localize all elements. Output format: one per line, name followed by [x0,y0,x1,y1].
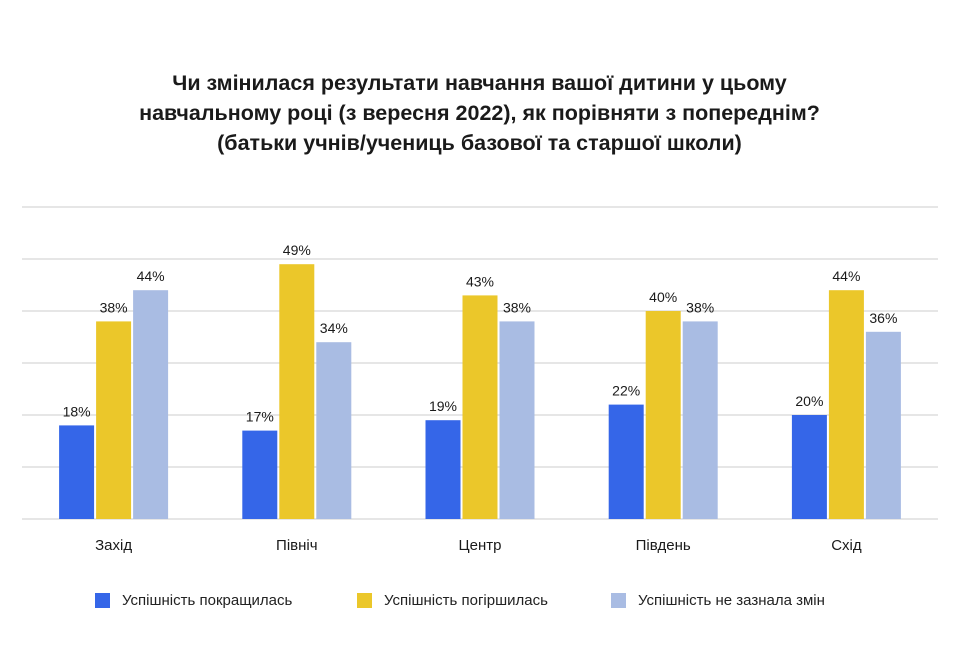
chart-title-line-2: навчальному році (з вересня 2022), як по… [139,101,820,125]
bar-worsened-1 [279,264,315,519]
category-labels: Захід Північ Центр Південь Схід [95,537,862,554]
value-label-worsened-3: 40% [649,289,677,305]
value-label-unchanged-3: 38% [686,299,714,315]
category-label-4: Схід [831,537,862,554]
legend-item-improved: Успішність покращилась [95,592,292,609]
bar-worsened-0 [96,321,132,519]
legend-item-unchanged: Успішність не зазнала змін [611,592,825,609]
category-label-1: Північ [276,537,318,554]
value-label-worsened-0: 38% [100,299,128,315]
value-label-worsened-4: 44% [832,268,860,284]
category-label-2: Центр [459,537,502,554]
chart-title-line-3: (батьки учнів/учениць базової та старшої… [217,131,742,155]
bar-unchanged-2 [499,321,535,519]
bar-unchanged-3 [682,321,718,519]
bars [59,264,901,519]
value-label-improved-4: 20% [795,393,823,409]
bar-unchanged-0 [133,290,169,519]
legend-label-improved: Успішність покращилась [122,592,293,609]
bar-unchanged-4 [865,331,901,519]
legend-swatch-worsened [357,593,372,608]
value-label-unchanged-1: 34% [320,320,348,336]
bar-improved-3 [608,404,644,519]
bar-worsened-4 [828,290,864,519]
chart-title-line-1: Чи змінилася результати навчання вашої д… [172,71,787,95]
value-label-unchanged-4: 36% [869,310,897,326]
legend: Успішність покращилась Успішність погірш… [0,592,959,616]
legend-swatch-unchanged [611,593,626,608]
bar-improved-4 [791,415,827,519]
value-label-unchanged-2: 38% [503,299,531,315]
legend-label-unchanged: Успішність не зазнала змін [638,592,825,609]
value-labels: 18% 38% 44% 17% 49% 34% 19% 43% 38% 22% 40% 38% 20% 4… [63,242,898,424]
value-label-improved-0: 18% [63,403,91,419]
legend-swatch-improved [95,593,110,608]
legend-label-worsened: Успішність погіршилась [384,592,548,609]
value-label-worsened-2: 43% [466,273,494,289]
bar-worsened-2 [462,295,498,519]
chart-title: Чи змінилася результати навчання вашої д… [0,68,959,158]
category-label-3: Південь [636,537,691,554]
bar-worsened-3 [645,311,681,519]
value-label-improved-3: 22% [612,383,640,399]
bar-improved-1 [242,430,278,519]
bar-unchanged-1 [316,342,352,519]
bar-improved-0 [59,425,95,519]
value-label-improved-1: 17% [246,409,274,425]
value-label-unchanged-0: 44% [137,268,165,284]
legend-item-worsened: Успішність погіршилась [357,592,548,609]
category-label-0: Захід [95,537,132,554]
value-label-improved-2: 19% [429,398,457,414]
bar-improved-2 [425,420,461,519]
value-label-worsened-1: 49% [283,242,311,258]
